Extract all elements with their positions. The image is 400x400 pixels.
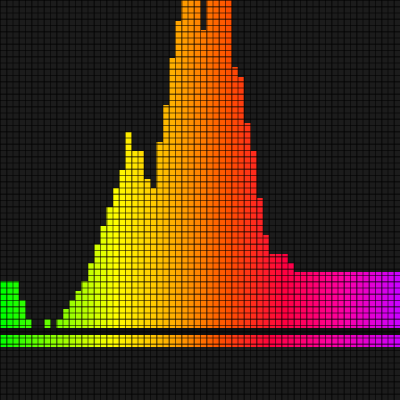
spectrum-bar xyxy=(43,318,51,328)
spectrum-bar xyxy=(25,318,32,328)
spectrum-bar xyxy=(393,272,400,328)
spectrum-color-strip xyxy=(0,335,400,347)
baseline-gap xyxy=(0,328,400,335)
